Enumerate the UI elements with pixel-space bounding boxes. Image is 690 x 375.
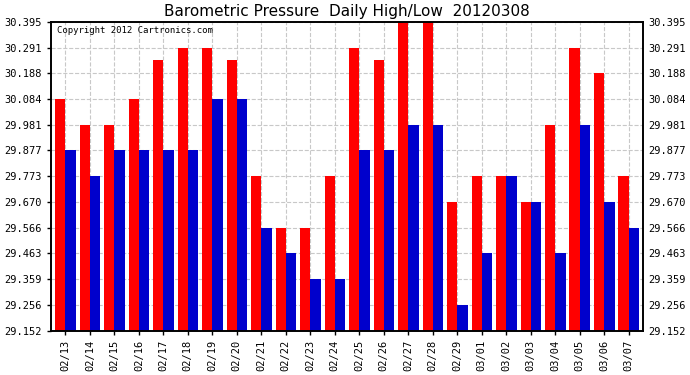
Bar [447, 202, 457, 330]
Bar [373, 60, 384, 330]
Bar [237, 99, 247, 330]
Bar [604, 202, 615, 330]
Title: Barometric Pressure  Daily High/Low  20120308: Barometric Pressure Daily High/Low 20120… [164, 4, 530, 19]
Bar [139, 150, 149, 330]
Bar [104, 124, 115, 330]
Bar [213, 99, 223, 330]
Bar [115, 150, 125, 330]
Bar [310, 279, 321, 330]
Bar [398, 22, 408, 330]
Bar [618, 176, 629, 330]
Bar [90, 176, 100, 330]
Bar [471, 176, 482, 330]
Bar [408, 124, 419, 330]
Bar [555, 253, 566, 330]
Bar [251, 176, 262, 330]
Bar [384, 150, 394, 330]
Bar [520, 202, 531, 330]
Bar [569, 48, 580, 330]
Bar [324, 176, 335, 330]
Bar [164, 150, 174, 330]
Bar [482, 253, 492, 330]
Bar [422, 22, 433, 330]
Bar [226, 60, 237, 330]
Bar [594, 73, 604, 330]
Text: Copyright 2012 Cartronics.com: Copyright 2012 Cartronics.com [57, 26, 213, 35]
Bar [349, 48, 359, 330]
Bar [629, 228, 639, 330]
Bar [506, 176, 517, 330]
Bar [275, 228, 286, 330]
Bar [262, 228, 272, 330]
Bar [457, 305, 468, 330]
Bar [128, 99, 139, 330]
Bar [359, 150, 370, 330]
Bar [177, 48, 188, 330]
Bar [79, 124, 90, 330]
Bar [153, 60, 164, 330]
Bar [188, 150, 198, 330]
Bar [335, 279, 345, 330]
Bar [300, 228, 310, 330]
Bar [545, 124, 555, 330]
Bar [496, 176, 506, 330]
Bar [55, 99, 66, 330]
Bar [580, 124, 590, 330]
Bar [66, 150, 76, 330]
Bar [202, 48, 213, 330]
Bar [286, 253, 296, 330]
Bar [531, 202, 541, 330]
Bar [433, 124, 443, 330]
